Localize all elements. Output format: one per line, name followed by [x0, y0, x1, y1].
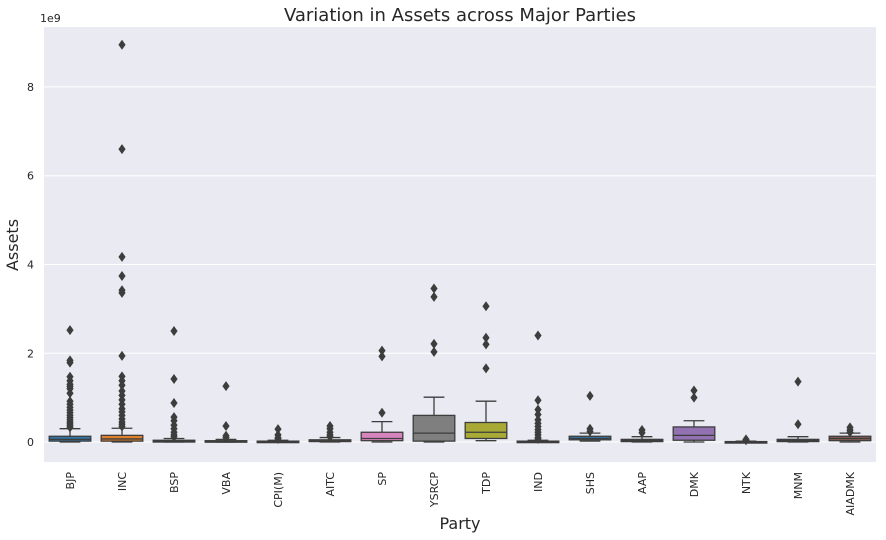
- outlier-point: [118, 287, 126, 298]
- outlier-point: [222, 381, 230, 392]
- outlier-point: [170, 431, 178, 442]
- box-iqr: [48, 435, 92, 442]
- x-tick-label: IND: [532, 472, 545, 492]
- outlier-point: [430, 291, 438, 302]
- box-group-shs: [568, 390, 612, 442]
- outlier-point: [534, 330, 542, 341]
- outlier-point: [586, 390, 594, 401]
- outlier-point: [794, 376, 802, 387]
- outlier-point: [222, 432, 230, 443]
- y-tick-label: 4: [27, 258, 34, 271]
- box-group-aitc: [308, 421, 352, 443]
- box-iqr: [100, 434, 144, 442]
- x-tick-label: INC: [116, 472, 129, 491]
- box-group-cpim: [256, 424, 300, 444]
- outlier-point: [378, 345, 386, 356]
- x-tick-label: SP: [376, 472, 389, 486]
- outlier-point: [170, 397, 178, 408]
- box-group-ntk: [724, 434, 768, 446]
- box-iqr: [412, 414, 456, 442]
- box-group-sp: [360, 345, 404, 443]
- box-group-ysrcp: [412, 283, 456, 443]
- outlier-point: [274, 424, 282, 435]
- box-iqr: [360, 431, 404, 442]
- box-group-tdp: [464, 301, 508, 442]
- box-group-dmk: [672, 385, 716, 443]
- y-tick-label: 6: [27, 170, 34, 183]
- box-group-mnm: [776, 376, 820, 443]
- outlier-point: [742, 435, 750, 446]
- outlier-point: [586, 426, 594, 437]
- outlier-point: [846, 427, 854, 438]
- outlier-point: [378, 351, 386, 362]
- outlier-point: [482, 363, 490, 374]
- box-iqr: [464, 421, 508, 440]
- outlier-point: [794, 419, 802, 430]
- outlier-point: [118, 144, 126, 155]
- outlier-point: [66, 422, 74, 433]
- outlier-point: [118, 39, 126, 50]
- x-tick-labels: BJP INC BSP VBA CPI(M) AITC SP YSRCP TDP IND SHS AA…: [64, 471, 857, 515]
- outlier-point: [430, 283, 438, 294]
- outlier-point: [274, 433, 282, 444]
- y-tick-label: 8: [27, 81, 34, 94]
- outlier-point: [534, 395, 542, 406]
- outlier-point: [534, 433, 542, 444]
- y-axis-title: Assets: [3, 219, 22, 271]
- box-group-aap: [620, 425, 664, 443]
- box-iqr: [672, 426, 716, 441]
- y-tick-label: 2: [27, 347, 34, 360]
- x-tick-label: YSRCP: [428, 472, 441, 508]
- x-tick-label: DMK: [688, 471, 701, 497]
- outlier-point: [118, 271, 126, 282]
- outlier-point: [482, 332, 490, 343]
- outlier-point: [118, 421, 126, 432]
- x-axis-title: Party: [439, 514, 480, 533]
- x-tick-label: TDP: [480, 472, 493, 495]
- y-offset-label: 1e9: [40, 12, 61, 25]
- x-tick-label: AITC: [324, 472, 337, 497]
- x-tick-label: AIADMK: [844, 471, 857, 515]
- outlier-point: [482, 339, 490, 350]
- outlier-point: [222, 421, 230, 432]
- y-tick-labels: 0 2 4 6 8: [27, 81, 34, 449]
- box-group-inc: [100, 39, 144, 443]
- outlier-point: [430, 338, 438, 349]
- outlier-point: [482, 301, 490, 312]
- outlier-point: [66, 357, 74, 368]
- box-group-ind: [516, 330, 560, 444]
- x-tick-label: MNM: [792, 472, 805, 499]
- outlier-point: [66, 388, 74, 399]
- x-tick-label: BSP: [168, 472, 181, 493]
- outlier-point: [170, 373, 178, 384]
- outlier-point: [118, 380, 126, 391]
- outlier-point: [118, 251, 126, 262]
- box-group-bjp: [48, 325, 92, 443]
- x-tick-label: VBA: [220, 472, 233, 495]
- outlier-point: [170, 326, 178, 337]
- y-tick-label: 0: [27, 436, 34, 449]
- x-tick-label: CPI(M): [272, 472, 285, 508]
- chart-title: Variation in Assets across Major Parties: [284, 5, 636, 26]
- outlier-point: [690, 385, 698, 396]
- outlier-point: [66, 325, 74, 336]
- x-tick-label: NTK: [740, 471, 753, 494]
- outlier-point: [118, 350, 126, 361]
- outlier-point: [638, 427, 646, 438]
- boxes-layer: [48, 39, 872, 446]
- outlier-point: [690, 392, 698, 403]
- box-group-vba: [204, 381, 248, 443]
- box-group-bsp: [152, 326, 196, 443]
- x-tick-label: SHS: [584, 472, 597, 494]
- x-tick-label: AAP: [636, 472, 649, 494]
- outlier-point: [430, 346, 438, 357]
- outlier-point: [534, 409, 542, 420]
- plot-area: [44, 27, 876, 462]
- x-tick-label: BJP: [64, 472, 77, 490]
- box-group-aiadmk: [828, 422, 872, 443]
- outlier-point: [378, 407, 386, 418]
- outlier-point: [326, 431, 334, 442]
